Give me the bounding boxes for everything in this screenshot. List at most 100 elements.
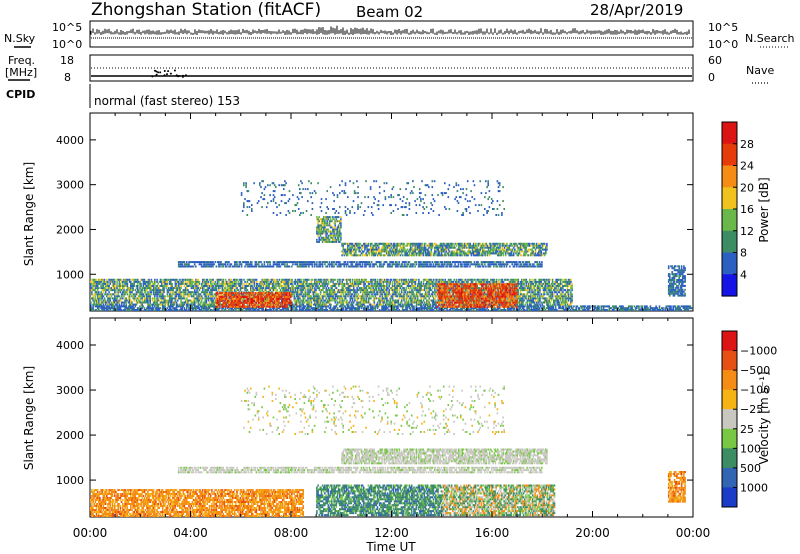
data-cell (141, 303, 143, 306)
data-cell (412, 278, 414, 281)
data-cell (180, 293, 182, 296)
data-cell (180, 295, 182, 298)
data-cell (200, 301, 203, 304)
data-cell (126, 287, 129, 290)
data-cell (407, 280, 410, 283)
data-cell (277, 285, 280, 287)
data-cell (157, 282, 159, 285)
data-cell (111, 293, 114, 296)
data-cell (101, 278, 103, 281)
data-cell (261, 307, 263, 310)
data-cell (359, 299, 362, 302)
data-cell (271, 278, 274, 281)
data-cell (174, 301, 177, 304)
data-cell (336, 291, 339, 294)
data-cell (324, 305, 326, 308)
data-cell (301, 285, 304, 287)
data-cell (349, 282, 352, 285)
data-cell (381, 291, 384, 294)
data-cell (207, 307, 210, 310)
data-cell (147, 301, 149, 304)
data-cell (194, 299, 196, 302)
data-cell (342, 299, 345, 302)
data-cell (167, 309, 170, 311)
data-cell (135, 309, 138, 311)
data-cell (319, 299, 322, 302)
data-cell (272, 307, 275, 310)
data-cell (452, 307, 454, 310)
data-cell (156, 293, 158, 296)
data-cell (418, 280, 420, 283)
data-cell (607, 305, 609, 308)
data-cell (110, 305, 113, 308)
data-cell (328, 289, 331, 292)
data-cell (146, 299, 148, 302)
data-cell (253, 280, 256, 283)
data-cell (551, 305, 553, 308)
data-cell (123, 285, 125, 287)
data-cell (346, 293, 348, 296)
data-cell (369, 305, 372, 308)
data-cell (269, 293, 272, 296)
cpid-text: normal (fast stereo) 153 (94, 94, 240, 108)
data-cell (127, 295, 130, 298)
data-cell (324, 299, 326, 302)
data-cell (431, 305, 434, 308)
data-cell (351, 299, 354, 302)
data-cell (511, 307, 513, 310)
data-cell (221, 287, 224, 290)
data-cell (306, 303, 308, 306)
data-cell (438, 280, 441, 283)
data-cell (513, 285, 515, 287)
data-cell (342, 285, 345, 287)
data-cell (176, 289, 179, 292)
data-cell (325, 289, 328, 292)
data-cell (183, 282, 186, 285)
data-cell (272, 278, 275, 281)
data-cell (396, 291, 398, 294)
data-cell (405, 305, 407, 308)
data-cell (393, 307, 396, 310)
data-cell (195, 305, 197, 308)
data-cell (230, 299, 233, 302)
data-cell (213, 293, 216, 296)
nave-point (175, 74, 178, 77)
data-cell (459, 278, 461, 281)
data-cell (428, 280, 430, 283)
data-cell (101, 285, 103, 287)
data-cell (175, 297, 178, 300)
data-cell (229, 297, 232, 300)
data-cell (148, 295, 150, 298)
data-cell (313, 309, 316, 311)
data-cell (255, 280, 258, 283)
data-cell (125, 291, 127, 294)
data-cell (286, 287, 289, 290)
data-cell (203, 309, 205, 311)
data-cell (225, 305, 228, 308)
data-cell (206, 303, 209, 306)
data-cell (200, 299, 203, 302)
data-cell (180, 285, 182, 287)
data-cell (277, 301, 280, 304)
data-cell (283, 305, 285, 308)
data-cell (192, 303, 195, 306)
data-cell (91, 297, 93, 300)
data-cell (316, 285, 318, 287)
data-cell (214, 301, 217, 304)
data-cell (414, 297, 417, 300)
data-cell (346, 289, 348, 292)
data-cell (296, 303, 299, 306)
data-cell (365, 278, 368, 281)
data-cell (230, 285, 233, 287)
data-cell (328, 299, 331, 302)
nave-tick-top: 60 (708, 54, 722, 67)
data-cell (148, 280, 150, 283)
data-cell (384, 303, 387, 306)
data-cell (351, 297, 354, 300)
data-cell (135, 280, 138, 283)
data-cell (124, 299, 126, 302)
data-cell (259, 297, 261, 300)
data-cell (91, 278, 93, 281)
data-cell (370, 278, 372, 281)
data-cell (386, 285, 388, 287)
